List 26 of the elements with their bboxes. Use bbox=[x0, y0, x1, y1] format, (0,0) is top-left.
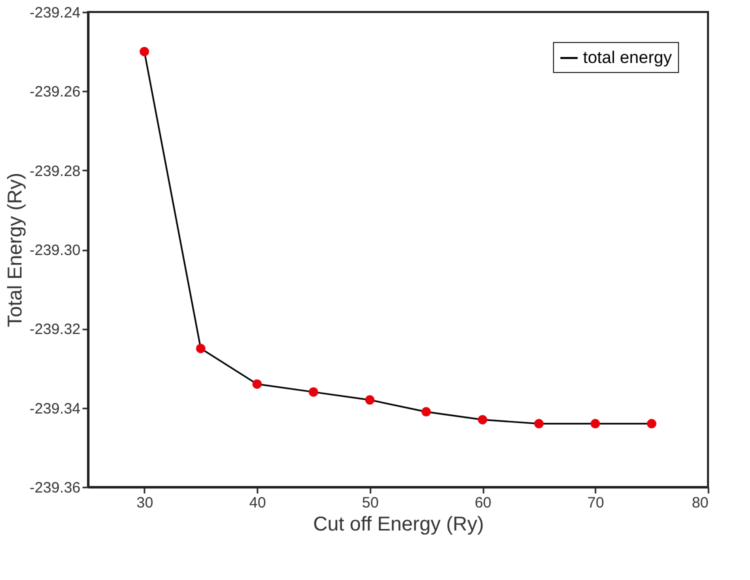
y-tick-label: -239.36 bbox=[30, 480, 80, 496]
x-tick-label: 80 bbox=[692, 494, 708, 512]
y-tick-label: -239.30 bbox=[30, 242, 80, 259]
point bbox=[478, 414, 488, 424]
point bbox=[421, 407, 431, 417]
point bbox=[308, 387, 318, 397]
point bbox=[646, 418, 656, 428]
x-tick-label: 50 bbox=[362, 494, 379, 512]
y-tick-label: -239.32 bbox=[30, 321, 80, 338]
x-tick-label: 60 bbox=[474, 494, 492, 512]
point bbox=[534, 418, 544, 428]
y-tick-label: -239.26 bbox=[30, 84, 80, 101]
point bbox=[590, 418, 600, 428]
point bbox=[365, 395, 375, 405]
x-tick-label: 40 bbox=[249, 494, 266, 512]
x-tick-label: 30 bbox=[136, 494, 154, 512]
point bbox=[252, 379, 262, 389]
y-tick-label: -239.34 bbox=[30, 400, 80, 418]
x-tick-label: 70 bbox=[587, 494, 604, 512]
y-tick-label: -239.24 bbox=[30, 4, 80, 22]
y-tick-label: -239.28 bbox=[30, 162, 80, 180]
x-axis-title: Cut off Energy (Ry) bbox=[313, 514, 484, 536]
y-axis-title: Total Energy (Ry) bbox=[4, 172, 27, 328]
legend-label: total energy bbox=[583, 48, 672, 67]
point bbox=[140, 46, 150, 56]
point bbox=[196, 344, 206, 354]
